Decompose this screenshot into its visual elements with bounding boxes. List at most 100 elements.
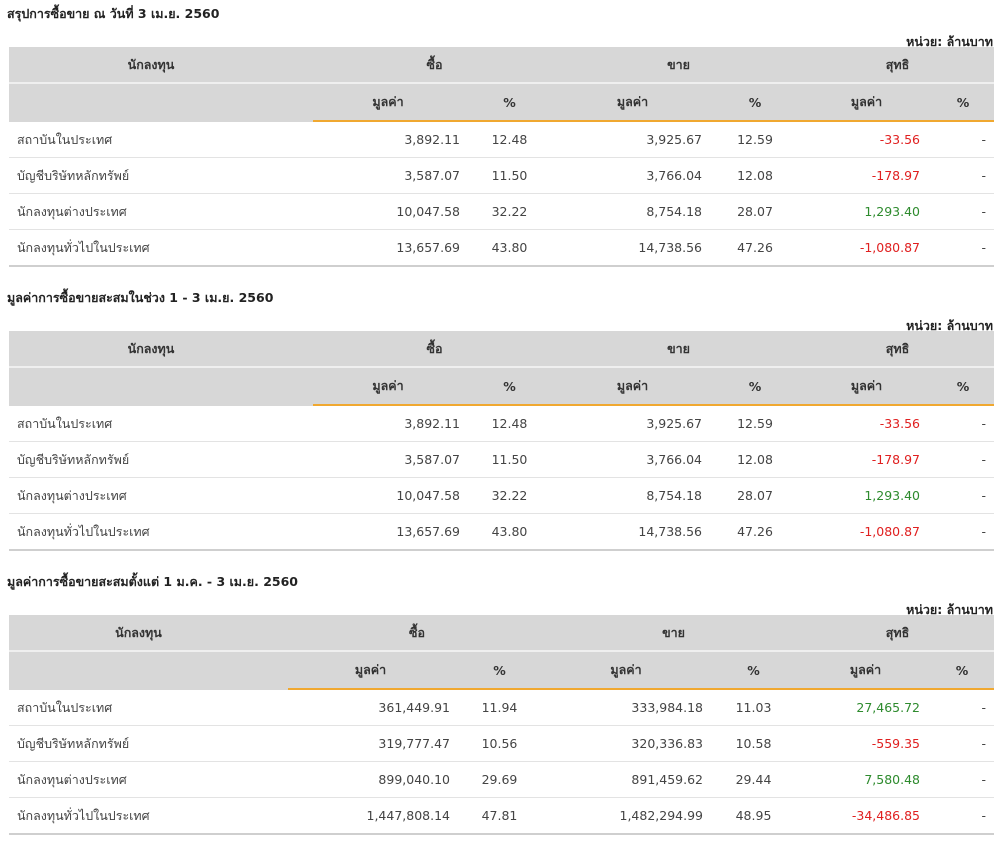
sell-percent: 12.08: [709, 441, 802, 478]
net-value: -34,486.85: [801, 797, 931, 835]
net-value: -559.35: [801, 725, 931, 762]
unit-label: หน่วย: ล้านบาท: [906, 318, 993, 333]
buy-percent: 11.50: [463, 157, 556, 194]
header-buy-percent: %: [463, 82, 556, 122]
net-value: -33.56: [801, 121, 933, 158]
buy-percent: 32.22: [463, 193, 556, 230]
header-net: สุทธิ: [801, 331, 995, 367]
net-percent: -: [932, 405, 995, 442]
header-buy-value: มูลค่า: [313, 366, 463, 406]
header-investor: นักลงทุน: [9, 47, 313, 83]
net-percent: -: [930, 689, 995, 726]
buy-percent: 43.80: [463, 229, 556, 267]
header-net-value: มูลค่า: [801, 650, 931, 690]
table-row: นักลงทุนต่างประเทศ 10,047.58 32.22 8,754…: [9, 477, 995, 514]
sell-percent: 12.59: [709, 405, 802, 442]
header-sell-value: มูลค่า: [556, 82, 709, 122]
header-sell-percent: %: [709, 366, 802, 406]
section-title: มูลค่าการซื้อขายสะสมตั้งแต่ 1 ม.ค. - 3 เ…: [7, 574, 298, 589]
investor-name: บัญชีบริษัทหลักทรัพย์: [9, 157, 313, 194]
investor-name: บัญชีบริษัทหลักทรัพย์: [9, 441, 313, 478]
header-sell-value: มูลค่า: [556, 366, 709, 406]
sell-value: 3,925.67: [556, 121, 709, 158]
header-spacer: [9, 82, 313, 122]
buy-value: 3,587.07: [313, 441, 463, 478]
header-spacer: [9, 366, 313, 406]
sell-percent: 48.95: [706, 797, 802, 835]
table-row: สถาบันในประเทศ 3,892.11 12.48 3,925.67 1…: [9, 121, 995, 158]
trading-table: นักลงทุน ซื้อ ขาย สุทธิ มูลค่า % มูลค่า …: [9, 615, 995, 835]
trading-table: นักลงทุน ซื้อ ขาย สุทธิ มูลค่า % มูลค่า …: [9, 47, 995, 267]
section-ytd-summary: มูลค่าการซื้อขายสะสมตั้งแต่ 1 ม.ค. - 3 เ…: [0, 568, 1003, 841]
investor-name: สถาบันในประเทศ: [9, 689, 288, 726]
header-sell: ขาย: [556, 47, 802, 83]
sell-percent: 47.26: [709, 229, 802, 267]
sell-percent: 11.03: [706, 689, 802, 726]
table-row: นักลงทุนทั่วไปในประเทศ 1,447,808.14 47.8…: [9, 797, 995, 835]
net-percent: -: [932, 193, 995, 230]
section-title: มูลค่าการซื้อขายสะสมในช่วง 1 - 3 เม.ย. 2…: [7, 290, 274, 305]
net-percent: -: [932, 441, 995, 478]
sell-value: 3,925.67: [556, 405, 709, 442]
table-row: นักลงทุนต่างประเทศ 10,047.58 32.22 8,754…: [9, 193, 995, 230]
net-value: -1,080.87: [801, 513, 933, 551]
header-net: สุทธิ: [801, 47, 995, 83]
net-value: 1,293.40: [801, 477, 933, 514]
header-buy: ซื้อ: [313, 331, 556, 367]
sell-percent: 28.07: [709, 477, 802, 514]
table-row: นักลงทุนทั่วไปในประเทศ 13,657.69 43.80 1…: [9, 513, 995, 551]
header-net-percent: %: [932, 366, 995, 406]
unit-label: หน่วย: ล้านบาท: [906, 34, 993, 49]
buy-percent: 43.80: [463, 513, 556, 551]
table-row: บัญชีบริษัทหลักทรัพย์ 3,587.07 11.50 3,7…: [9, 157, 995, 194]
investor-name: นักลงทุนทั่วไปในประเทศ: [9, 513, 313, 551]
header-investor: นักลงทุน: [9, 615, 288, 651]
table-row: บัญชีบริษัทหลักทรัพย์ 3,587.07 11.50 3,7…: [9, 441, 995, 478]
buy-value: 10,047.58: [313, 477, 463, 514]
buy-value: 1,447,808.14: [288, 797, 453, 835]
buy-value: 3,892.11: [313, 121, 463, 158]
buy-percent: 12.48: [463, 405, 556, 442]
buy-value: 10,047.58: [313, 193, 463, 230]
net-value: 7,580.48: [801, 761, 931, 798]
buy-value: 899,040.10: [288, 761, 453, 798]
header-buy: ซื้อ: [313, 47, 556, 83]
sell-value: 891,459.62: [546, 761, 706, 798]
header-sell: ขาย: [556, 331, 802, 367]
buy-percent: 11.50: [463, 441, 556, 478]
section-title: สรุปการซื้อขาย ณ วันที่ 3 เม.ย. 2560: [7, 6, 220, 21]
sell-percent: 29.44: [706, 761, 802, 798]
buy-percent: 29.69: [453, 761, 546, 798]
header-net: สุทธิ: [801, 615, 995, 651]
net-value: -1,080.87: [801, 229, 933, 267]
net-value: -178.97: [801, 441, 933, 478]
investor-name: สถาบันในประเทศ: [9, 121, 313, 158]
buy-percent: 12.48: [463, 121, 556, 158]
table-row: นักลงทุนต่างประเทศ 899,040.10 29.69 891,…: [9, 761, 995, 798]
sell-percent: 47.26: [709, 513, 802, 551]
section-daily-summary: สรุปการซื้อขาย ณ วันที่ 3 เม.ย. 2560 หน่…: [0, 0, 1003, 270]
sell-value: 333,984.18: [546, 689, 706, 726]
header-buy: ซื้อ: [288, 615, 546, 651]
unit-label: หน่วย: ล้านบาท: [906, 602, 993, 617]
buy-percent: 11.94: [453, 689, 546, 726]
investor-name: นักลงทุนทั่วไปในประเทศ: [9, 797, 288, 835]
net-percent: -: [930, 797, 995, 835]
header-net-value: มูลค่า: [801, 366, 933, 406]
investor-name: นักลงทุนทั่วไปในประเทศ: [9, 229, 313, 267]
investor-name: นักลงทุนต่างประเทศ: [9, 761, 288, 798]
header-buy-percent: %: [463, 366, 556, 406]
sell-value: 320,336.83: [546, 725, 706, 762]
investor-name: สถาบันในประเทศ: [9, 405, 313, 442]
sell-value: 3,766.04: [556, 157, 709, 194]
table-row: สถาบันในประเทศ 3,892.11 12.48 3,925.67 1…: [9, 405, 995, 442]
header-sell-percent: %: [709, 82, 802, 122]
buy-value: 319,777.47: [288, 725, 453, 762]
sell-percent: 10.58: [706, 725, 802, 762]
header-sell: ขาย: [546, 615, 802, 651]
sell-percent: 12.08: [709, 157, 802, 194]
sell-value: 8,754.18: [556, 477, 709, 514]
table-row: สถาบันในประเทศ 361,449.91 11.94 333,984.…: [9, 689, 995, 726]
section-period-summary: มูลค่าการซื้อขายสะสมในช่วง 1 - 3 เม.ย. 2…: [0, 284, 1003, 554]
investor-name: บัญชีบริษัทหลักทรัพย์: [9, 725, 288, 762]
